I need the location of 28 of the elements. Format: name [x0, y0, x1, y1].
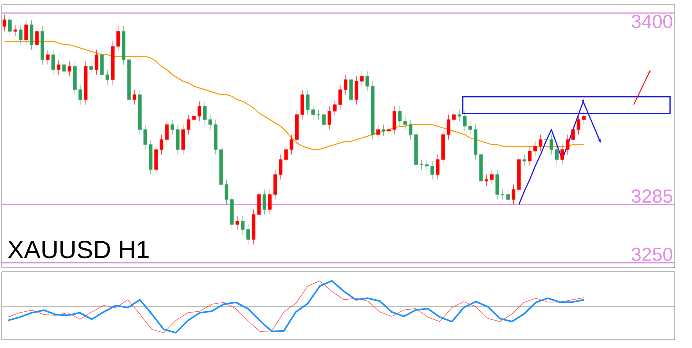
candlestick	[46, 50, 50, 66]
candlestick	[262, 190, 266, 215]
candlestick	[2, 14, 6, 32]
candlestick	[350, 74, 354, 106]
ref-line-label: 3250	[632, 248, 673, 262]
candlestick	[94, 50, 99, 76]
candlestick	[8, 14, 12, 37]
candlestick	[24, 20, 28, 46]
candlestick	[19, 24, 23, 46]
candlestick	[382, 124, 386, 137]
candlestick	[522, 154, 526, 167]
candlestick	[35, 26, 39, 50]
candlestick	[506, 190, 510, 205]
ref-line-label: 3400	[632, 15, 673, 28]
candlestick	[132, 90, 136, 106]
candlestick	[52, 50, 56, 76]
candlestick	[57, 60, 61, 76]
candlestick	[14, 24, 18, 37]
candlestick	[62, 60, 66, 77]
ref-line-label: 3285	[632, 190, 673, 204]
candlestick	[322, 110, 326, 130]
candlestick	[90, 61, 94, 76]
annotation: XAUUSD H1	[8, 240, 149, 259]
candlestick	[236, 216, 240, 230]
candlestick	[496, 170, 500, 200]
candlestick	[68, 61, 72, 77]
candlestick	[30, 20, 34, 50]
candlestick	[376, 124, 380, 140]
